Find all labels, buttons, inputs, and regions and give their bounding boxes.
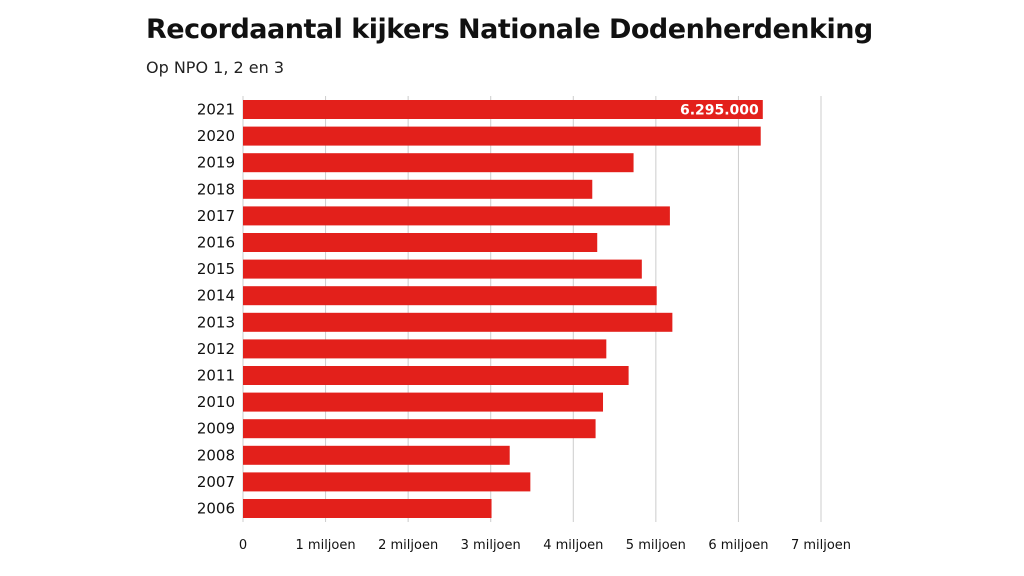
category-label: 2009 <box>197 420 235 438</box>
bar-2013 <box>243 312 673 332</box>
category-label: 2019 <box>197 154 235 172</box>
category-label: 2010 <box>197 393 235 411</box>
bars <box>243 100 763 518</box>
category-label: 2006 <box>197 500 235 518</box>
bar-2017 <box>243 206 670 226</box>
category-label: 2017 <box>197 207 235 225</box>
chart-title: Recordaantal kijkers Nationale Dodenherd… <box>146 14 873 45</box>
bar-2020 <box>243 126 761 146</box>
x-tick-label: 4 miljoen <box>543 538 603 553</box>
bar-2008 <box>243 445 510 465</box>
data-labels: 6.295.000 <box>680 103 759 119</box>
x-tick-label: 0 <box>239 538 247 553</box>
category-label: 2012 <box>197 340 235 358</box>
bar-2019 <box>243 153 634 173</box>
x-tick-label: 3 miljoen <box>461 538 521 553</box>
category-label: 2020 <box>197 127 235 145</box>
x-tick-label: 6 miljoen <box>708 538 768 553</box>
bar-2014 <box>243 286 657 306</box>
x-tick-label: 7 miljoen <box>791 538 851 553</box>
bar-2011 <box>243 366 629 385</box>
category-label: 2016 <box>197 234 235 252</box>
chart-subtitle: Op NPO 1, 2 en 3 <box>146 58 284 77</box>
category-labels: 2021 2020 2019 2018 2017 2016 2015 2014 2013 2012… <box>197 101 235 518</box>
x-tick-label: 5 miljoen <box>626 538 686 553</box>
bar-2010 <box>243 392 604 412</box>
bar-2015 <box>243 259 642 279</box>
category-label: 2018 <box>197 180 235 198</box>
bar-2006 <box>243 499 492 518</box>
x-tick-label: 1 miljoen <box>296 538 356 553</box>
category-label: 2008 <box>197 446 235 464</box>
category-label: 2014 <box>197 287 235 305</box>
bar-2009 <box>243 419 596 439</box>
bar-2018 <box>243 179 593 199</box>
bar-2021 <box>243 100 763 119</box>
bar-2007 <box>243 472 531 492</box>
category-label: 2021 <box>197 101 235 119</box>
bar-2016 <box>243 233 598 252</box>
x-tick-label: 2 miljoen <box>378 538 438 553</box>
category-label: 2011 <box>197 367 235 385</box>
category-label: 2013 <box>197 313 235 331</box>
bar-2012 <box>243 339 607 359</box>
category-label: 2015 <box>197 260 235 278</box>
category-label: 2007 <box>197 473 235 491</box>
x-tick-labels: 0 1 miljoen 2 miljoen 3 miljoen 4 miljoen 5 m… <box>239 538 851 553</box>
data-label: 6.295.000 <box>680 103 759 119</box>
